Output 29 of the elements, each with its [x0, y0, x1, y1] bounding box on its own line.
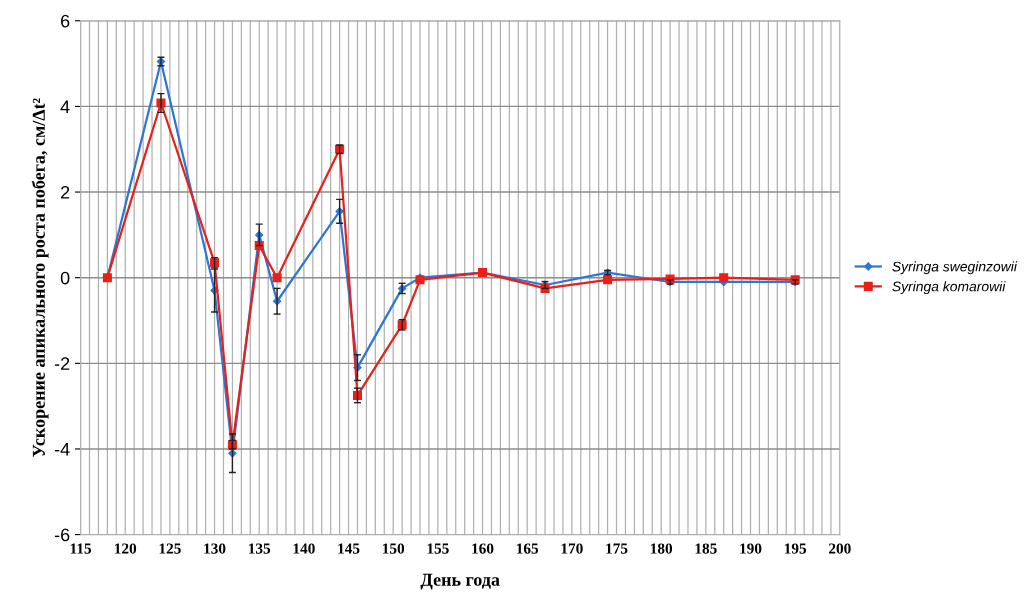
- x-tick-label: 130: [204, 543, 226, 554]
- x-tick-label: 140: [293, 543, 315, 554]
- y-tick-label: 4: [60, 100, 70, 113]
- x-tick-label: 190: [740, 543, 762, 554]
- legend-label: Syringa sweginzowii: [892, 261, 1018, 275]
- y-tick-label: -6: [54, 528, 70, 542]
- x-tick-label: 185: [695, 543, 717, 554]
- y-tick-label: 2: [61, 185, 70, 199]
- y-axis-title: Ускорение апикального роста побега, см/Δt²: [31, 98, 49, 457]
- y-tick-label: 0: [60, 271, 70, 285]
- x-tick-label: 145: [338, 543, 360, 554]
- x-tick-label: 195: [784, 543, 807, 554]
- x-tick-label: 175: [606, 543, 628, 554]
- x-tick-label: 165: [516, 543, 539, 554]
- x-tick-label: 115: [70, 543, 92, 554]
- x-tick-label: 180: [650, 543, 673, 554]
- legend-label: Syringa komarowii: [892, 281, 1006, 295]
- x-tick-label: 200: [829, 543, 851, 554]
- x-tick-label: 125: [159, 543, 181, 554]
- x-axis-title: День года: [420, 573, 500, 590]
- x-tick-label: 120: [115, 543, 137, 554]
- y-tick-label: -2: [54, 357, 70, 370]
- y-tick-label: -4: [54, 443, 70, 456]
- y-tick-label: 6: [61, 14, 70, 28]
- x-tick-label: 170: [561, 543, 583, 554]
- x-tick-label: 135: [248, 543, 271, 554]
- x-tick-label: 150: [382, 543, 405, 554]
- x-tick-label: 160: [472, 543, 494, 554]
- x-tick-label: 155: [427, 543, 449, 554]
